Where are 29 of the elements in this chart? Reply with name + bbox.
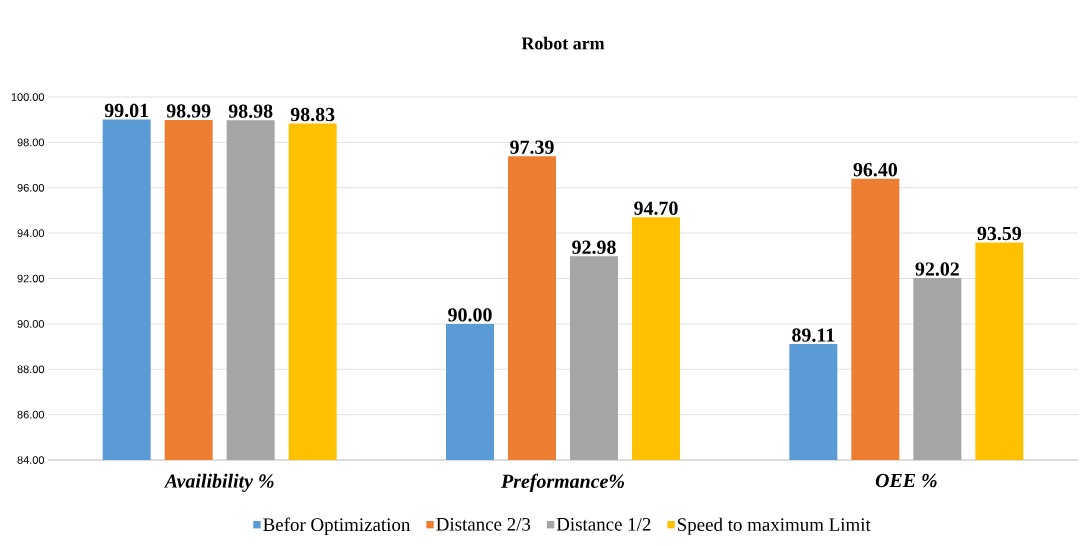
data-label: 98.99 [166,104,211,118]
y-tick-label: 100.00 [11,93,45,101]
x-tick-label: Availibility % [163,473,274,492]
y-tick-label: 90.00 [17,320,45,328]
data-label: 92.02 [915,262,959,276]
data-label: 99.01 [104,103,149,118]
y-tick-label: 88.00 [17,365,45,374]
data-label: 94.70 [634,201,678,216]
legend-label: Speed to maximum Limit [677,517,871,535]
y-tick-label: 94.00 [17,229,45,237]
data-label: 92.98 [572,240,616,255]
data-label: 93.59 [977,226,1022,241]
data-label: 89.11 [792,328,835,342]
y-tick-label: 96.00 [17,183,45,192]
data-label: 90.00 [448,308,492,322]
legend-label: Befor Optimization [263,517,411,535]
chart-title: Robot arm [521,36,605,50]
data-label: 96.40 [853,162,897,177]
data-label: 98.98 [228,104,273,118]
y-tick-label: 98.00 [17,138,45,147]
legend-label: Distance 1/2 [556,517,651,531]
y-tick-label: 92.00 [17,274,45,283]
y-tick-label: 84.00 [17,456,45,464]
legend-label: Distance 2/3 [436,517,531,531]
data-label: 98.83 [290,107,335,122]
data-label: 97.39 [510,140,554,155]
x-tick-label: OEE % [875,473,937,488]
y-tick-label: 86.00 [17,410,45,419]
x-tick-label: Preformance% [501,473,624,493]
